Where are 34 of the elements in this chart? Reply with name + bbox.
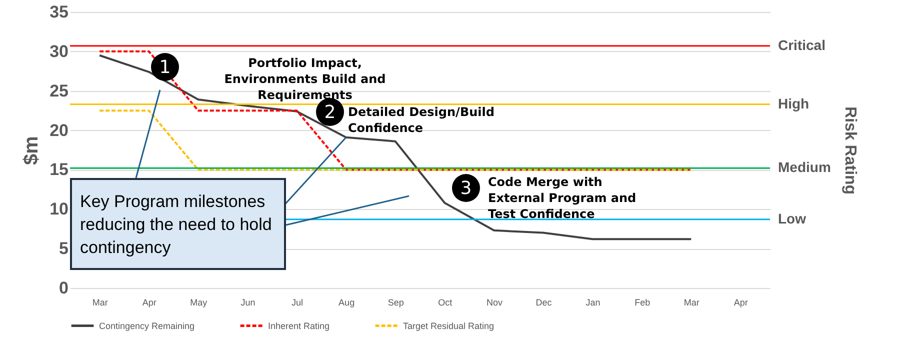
legend-label: Target Residual Rating (403, 320, 494, 331)
legend-label: Contingency Remaining (99, 320, 195, 331)
x-tick-label: Jun (240, 298, 256, 308)
x-tick-label: Feb (634, 298, 650, 308)
x-tick-label: Mar (92, 298, 108, 308)
y-axis-title: $m (20, 136, 43, 165)
y-tick-label: 25 (50, 81, 68, 100)
y-tick-label: 20 (50, 120, 68, 140)
ref-line-label: Critical (778, 36, 826, 53)
annotation: Key Program milestones reducing the need to hold contingency (70, 178, 286, 270)
ref-line-label: High (778, 95, 810, 112)
y-tick-label: 30 (50, 42, 68, 61)
ref-line-label: Medium (778, 159, 831, 176)
x-tick-label: May (190, 298, 208, 308)
x-tick-label: Sep (388, 298, 404, 308)
y-tick-label: 35 (50, 2, 68, 22)
y-tick-label: 5 (59, 239, 68, 258)
y-tick-label: 10 (50, 200, 68, 219)
y2-axis-title: Risk Rating (842, 106, 858, 195)
y-tick-label: 15 (50, 160, 68, 180)
x-tick-label: Apr (142, 298, 156, 308)
annotation: Code Merge with External Program and Test Confidence (488, 174, 638, 222)
x-tick-label: Dec (536, 298, 552, 308)
ref-line-label: Low (778, 210, 806, 226)
legend-label: Inherent Rating (268, 320, 330, 331)
annotation: Detailed Design/Build Confidence (348, 104, 496, 136)
x-tick-label: Jan (586, 298, 600, 308)
x-tick-label: Nov (486, 298, 503, 308)
y-tick-label: 0 (59, 278, 68, 298)
x-tick-label: Mar (684, 298, 700, 308)
x-tick-label: Oct (438, 298, 453, 308)
x-tick-label: Apr (734, 298, 748, 308)
x-tick-label: Jul (292, 298, 304, 308)
x-tick-label: Aug (338, 298, 355, 308)
